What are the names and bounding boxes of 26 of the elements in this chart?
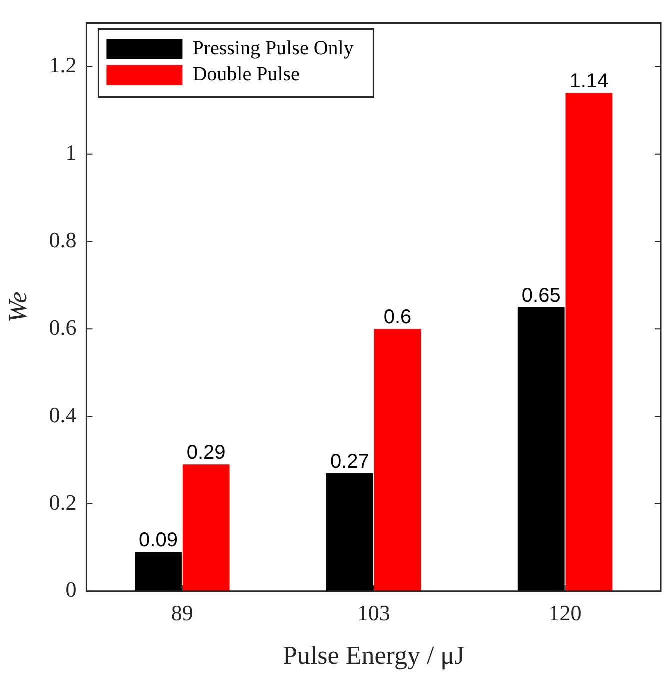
y-tick-label: 0.4 [49, 402, 77, 428]
y-axis-title: We [3, 292, 32, 323]
x-tick-label: 120 [548, 600, 582, 626]
bar [518, 307, 565, 592]
data-label: 0.65 [522, 284, 561, 307]
data-label: 0.27 [330, 450, 370, 473]
x-tick-label: 89 [171, 600, 194, 626]
data-label: 0.29 [186, 442, 226, 464]
y-tick-label: 0 [66, 577, 77, 602]
y-tick-label: 0.6 [49, 314, 77, 340]
x-tick-label: 103 [357, 600, 390, 626]
data-label: 1.14 [570, 70, 609, 93]
bar [566, 93, 613, 592]
bar [182, 464, 230, 592]
bar [135, 552, 182, 592]
data-label: 0.09 [139, 530, 178, 552]
y-tick-label: 0.2 [49, 490, 77, 515]
bar [374, 329, 422, 592]
y-tick-label: 1 [66, 140, 77, 166]
y-tick-label: 1.2 [49, 52, 77, 78]
y-tick-label: 0.8 [49, 228, 77, 253]
data-label: 0.6 [384, 306, 412, 329]
legend-label: Pressing Pulse Only [192, 37, 354, 60]
x-axis-title: Pulse Energy / μJ [282, 641, 465, 670]
bar [326, 473, 374, 592]
legend-label: Double Pulse [192, 63, 300, 86]
